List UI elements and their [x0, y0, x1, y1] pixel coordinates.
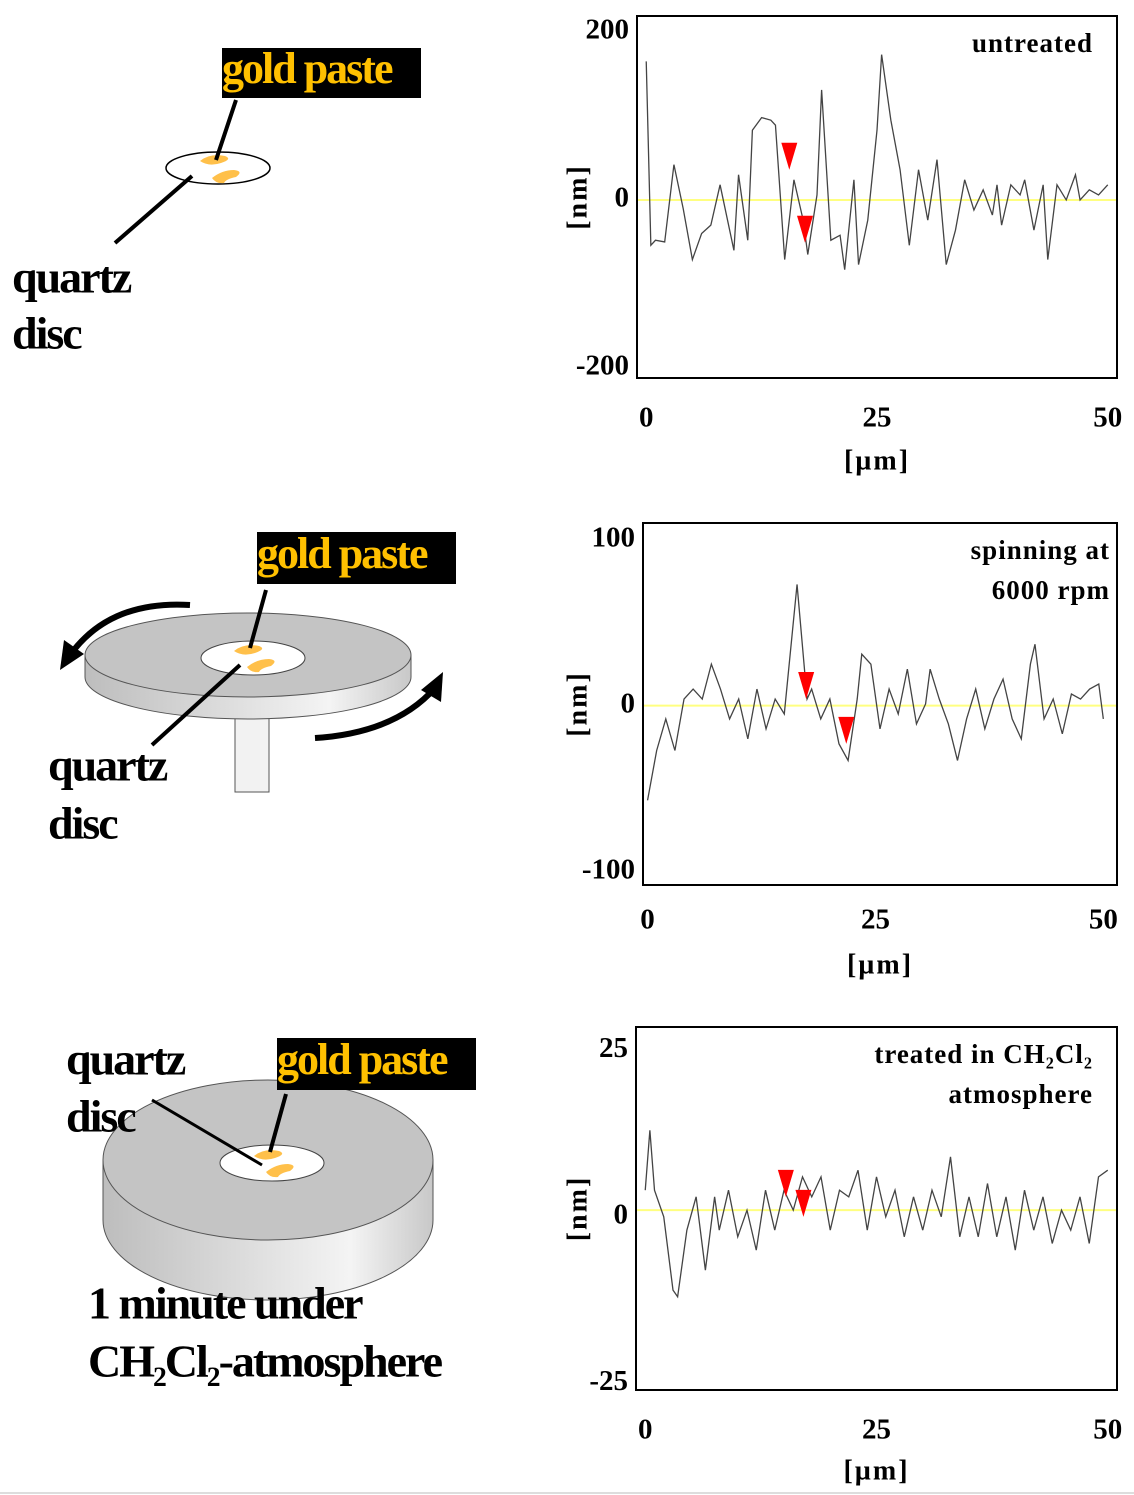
y-tick-label: 25	[599, 1032, 628, 1064]
cursor-marker	[777, 1169, 794, 1197]
quartz-label: disc	[66, 1091, 136, 1142]
cursor-marker	[795, 1189, 812, 1217]
gold-blob	[234, 645, 275, 673]
cursor-marker	[781, 142, 798, 170]
x-tick-label: 50	[1093, 402, 1122, 434]
x-tick-label: 50	[1093, 1414, 1122, 1446]
gold-blob	[200, 155, 240, 184]
y-tick-label: 200	[586, 14, 630, 46]
y-tick-label: -25	[589, 1365, 628, 1397]
quartz-label: quartz	[12, 252, 132, 303]
x-axis-label: [µm]	[844, 445, 910, 476]
pointer	[150, 663, 242, 747]
annotation: untreated	[972, 28, 1093, 58]
y-axis-label: [nm]	[562, 1176, 593, 1242]
x-tick-label: 50	[1089, 904, 1118, 936]
gold-blob	[254, 1150, 294, 1178]
annotation: treated in CH₂Cl₂	[874, 1039, 1093, 1069]
annotation: 6000 rpm	[992, 575, 1110, 605]
diagram-1: gold paste quartz disc	[12, 44, 421, 359]
x-tick-label: 25	[863, 402, 892, 434]
chart: -200 0 200 0 25 50 [nm] [µm] untreated	[562, 14, 1122, 477]
cursor-marker	[838, 716, 855, 744]
quartz-label: quartz	[66, 1034, 186, 1085]
arrow	[314, 686, 438, 741]
label-box	[257, 532, 456, 584]
label-box	[277, 1038, 476, 1090]
label-box	[222, 48, 421, 98]
x-tick-label: 0	[640, 904, 655, 936]
profile-line	[645, 54, 1109, 270]
y-tick-label: 0	[621, 687, 636, 719]
x-axis-label: [µm]	[843, 1455, 909, 1486]
pointer	[248, 589, 268, 649]
y-tick-label: 100	[592, 521, 636, 553]
arrow-head	[60, 640, 84, 670]
diagram-3: gold paste quartz disc 1 minute under CH…	[66, 1034, 476, 1387]
x-tick-label: 25	[862, 1414, 891, 1446]
gold-paste-label: gold paste	[257, 529, 428, 578]
pointer	[268, 1093, 288, 1153]
y-tick-label: 0	[614, 1198, 629, 1230]
cursor-marker	[797, 215, 813, 243]
x-axis-label: [µm]	[847, 949, 913, 980]
diagram-2: gold paste quartz disc	[48, 529, 456, 849]
chart: -25 0 25 0 25 50 [nm] [µm] treated in CH₂Cl₂ atmo…	[562, 1026, 1122, 1486]
x-tick-label: 0	[639, 402, 654, 434]
y-axis-label: [nm]	[562, 164, 593, 230]
caption: CH₂Cl₂-atmosphere	[88, 1336, 443, 1387]
quartz-label: quartz	[48, 740, 168, 791]
annotation: atmosphere	[949, 1079, 1094, 1109]
profile-line	[644, 1130, 1109, 1299]
quartz-label: disc	[12, 308, 82, 359]
gold-paste-label: gold paste	[222, 44, 393, 93]
y-axis-label: [nm]	[562, 671, 593, 737]
plot-frame	[636, 15, 1118, 379]
pointer	[151, 1098, 263, 1167]
pointer	[214, 99, 238, 161]
y-tick-label: -100	[582, 853, 635, 885]
caption: 1 minute under	[88, 1278, 363, 1329]
quartz-label: disc	[48, 798, 118, 849]
y-tick-label: -200	[576, 350, 629, 382]
arrow-head	[421, 672, 443, 702]
y-tick-label: 0	[615, 182, 630, 214]
x-tick-label: 25	[861, 904, 890, 936]
gold-paste-label: gold paste	[277, 1035, 448, 1084]
profile-line	[646, 584, 1104, 801]
plot-frame	[642, 522, 1118, 886]
pointer	[113, 174, 194, 245]
annotation: spinning at	[971, 535, 1110, 565]
cursor-marker	[798, 672, 815, 700]
arrow	[67, 601, 191, 657]
x-tick-label: 0	[638, 1414, 653, 1446]
